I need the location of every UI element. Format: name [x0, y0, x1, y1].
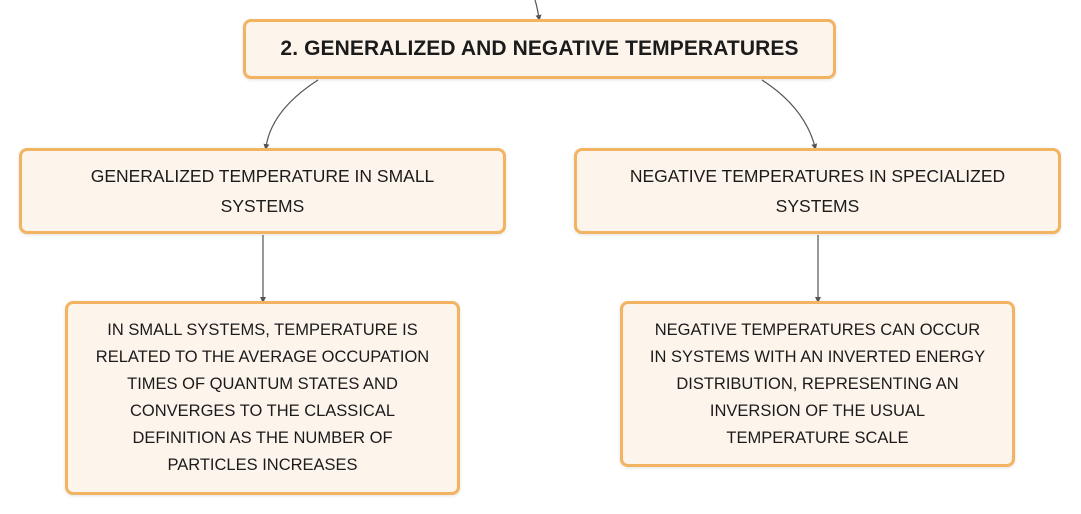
- branch-node-negative-temperatures[interactable]: NEGATIVE TEMPERATURES IN SPECIALIZED SYS…: [574, 148, 1061, 234]
- connector-root-to-left-branch: [263, 79, 319, 150]
- detail-node-negative-temperatures[interactable]: NEGATIVE TEMPERATURES CAN OCCUR IN SYSTE…: [620, 301, 1015, 467]
- branch-node-label: NEGATIVE TEMPERATURES IN SPECIALIZED SYS…: [629, 166, 1006, 216]
- detail-node-text: IN SMALL SYSTEMS, TEMPERATURE IS RELATED…: [95, 321, 430, 474]
- connector-root-to-right-branch: [761, 79, 818, 150]
- root-node[interactable]: 2. GENERALIZED AND NEGATIVE TEMPERATURES: [243, 19, 836, 79]
- detail-node-generalized-temperature[interactable]: IN SMALL SYSTEMS, TEMPERATURE IS RELATED…: [65, 301, 460, 495]
- root-node-label: 2. GENERALIZED AND NEGATIVE TEMPERATURES: [280, 37, 799, 60]
- branch-node-label: GENERALIZED TEMPERATURE IN SMALL SYSTEMS: [90, 166, 435, 216]
- branch-node-generalized-temperature[interactable]: GENERALIZED TEMPERATURE IN SMALL SYSTEMS: [19, 148, 506, 234]
- detail-node-text: NEGATIVE TEMPERATURES CAN OCCUR IN SYSTE…: [649, 320, 986, 447]
- connector-parent-to-root: [534, 0, 542, 21]
